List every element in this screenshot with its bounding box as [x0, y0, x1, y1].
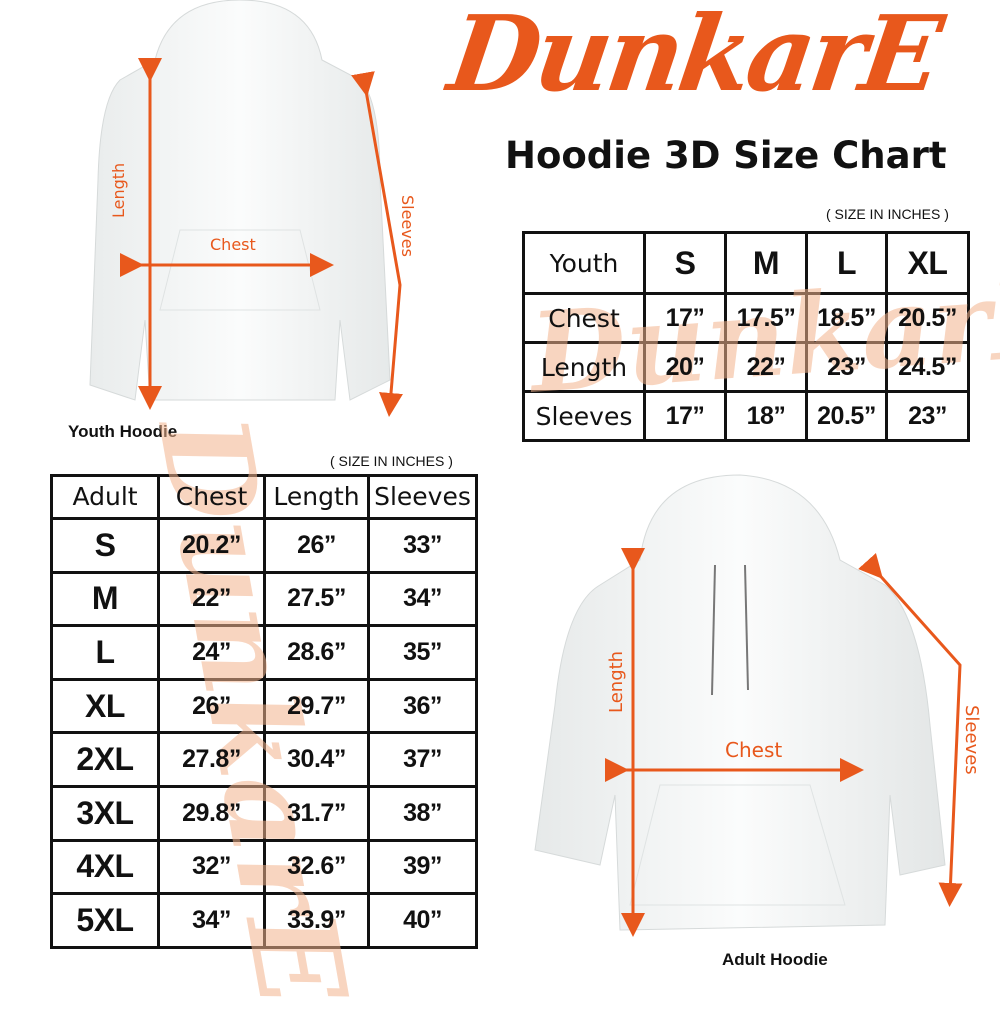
adult-units-note: ( SIZE IN INCHES ) [330, 453, 453, 469]
column-header: S [643, 230, 727, 296]
column-header: M [724, 230, 808, 296]
column-header: L [805, 230, 888, 296]
table-cell: 17” [643, 390, 727, 442]
row-label: 4XL [50, 838, 160, 896]
column-header: Length [263, 474, 370, 520]
youth-units-note: ( SIZE IN INCHES ) [826, 206, 949, 222]
table-cell: 26” [157, 677, 266, 735]
table-cell: 34” [157, 892, 266, 949]
table-cell: 32” [157, 838, 266, 896]
table-row: L 24” 28.6” 35” [50, 624, 478, 681]
table-cell: 32.6” [263, 838, 370, 896]
table-row: 5XL 34” 33.9” 40” [50, 892, 478, 949]
table-cell: 29.8” [157, 785, 266, 842]
adult-sleeves-arrow [858, 553, 963, 907]
table-row: Length 20” 22” 23” 24.5” [522, 341, 970, 394]
column-header: XL [885, 230, 970, 296]
adult-hoodie-image: Length Chest Sleeves [534, 474, 982, 937]
column-header: Sleeves [367, 474, 478, 520]
table-row: Sleeves 17” 18” 20.5” 23” [522, 390, 970, 442]
page-title: Hoodie 3D Size Chart [505, 134, 947, 177]
table-cell: 20.5” [885, 292, 970, 345]
column-header: Chest [157, 474, 266, 520]
column-header: Adult [50, 474, 160, 520]
adult-sleeves-label: Sleeves [961, 705, 982, 775]
youth-length-label: Length [109, 163, 128, 218]
row-label: L [50, 624, 160, 681]
row-label: S [50, 516, 160, 574]
table-cell: 24” [157, 624, 266, 681]
table-cell: 28.6” [263, 624, 370, 681]
table-cell: 22” [724, 341, 808, 394]
table-cell: 17.5” [724, 292, 808, 345]
table-cell: 35” [367, 624, 478, 681]
table-cell: 18.5” [805, 292, 888, 345]
table-row: XL 26” 29.7” 36” [50, 677, 478, 735]
row-label: 5XL [50, 892, 160, 949]
adult-chest-label: Chest [725, 738, 782, 762]
table-cell: 26” [263, 516, 370, 574]
row-label: 3XL [50, 785, 160, 842]
brand-logo: DunkarE [441, 0, 947, 115]
adult-size-table: Adult Chest Length Sleeves S 20.2” 26” 33” M 22” 2… [50, 474, 478, 949]
youth-sleeves-label: Sleeves [398, 195, 417, 257]
table-cell: 33.9” [263, 892, 370, 949]
table-cell: 20.5” [805, 390, 888, 442]
row-label: Chest [522, 292, 646, 345]
table-cell: 23” [885, 390, 970, 442]
youth-chest-label: Chest [210, 235, 256, 254]
table-row: S 20.2” 26” 33” [50, 516, 478, 574]
table-cell: 27.5” [263, 570, 370, 628]
youth-hoodie-image: Length Chest Sleeves [89, 0, 417, 417]
table-cell: 40” [367, 892, 478, 949]
column-header: Youth [522, 230, 646, 296]
table-row: M 22” 27.5” 34” [50, 570, 478, 628]
table-cell: 24.5” [885, 341, 970, 394]
table-cell: 33” [367, 516, 478, 574]
table-cell: 39” [367, 838, 478, 896]
table-cell: 37” [367, 731, 478, 789]
table-row: 4XL 32” 32.6” 39” [50, 838, 478, 896]
table-cell: 30.4” [263, 731, 370, 789]
youth-sleeves-arrow [351, 71, 403, 417]
table-cell: 20.2” [157, 516, 266, 574]
table-cell: 18” [724, 390, 808, 442]
table-cell: 23” [805, 341, 888, 394]
table-cell: 29.7” [263, 677, 370, 735]
table-cell: 27.8” [157, 731, 266, 789]
table-header-row: Adult Chest Length Sleeves [50, 474, 478, 520]
table-header-row: Youth S M L XL [522, 230, 970, 296]
table-row: Chest 17” 17.5” 18.5” 20.5” [522, 292, 970, 345]
table-cell: 20” [643, 341, 727, 394]
table-cell: 31.7” [263, 785, 370, 842]
table-row: 2XL 27.8” 30.4” 37” [50, 731, 478, 789]
table-row: 3XL 29.8” 31.7” 38” [50, 785, 478, 842]
table-cell: 38” [367, 785, 478, 842]
row-label: Length [522, 341, 646, 394]
row-label: XL [50, 677, 160, 735]
adult-length-label: Length [606, 651, 627, 713]
table-cell: 36” [367, 677, 478, 735]
youth-caption: Youth Hoodie [68, 422, 178, 441]
row-label: 2XL [50, 731, 160, 789]
table-cell: 34” [367, 570, 478, 628]
youth-size-table: Youth S M L XL Chest 17” 17.5” 18.5” 20.5” Length 2… [522, 230, 970, 442]
row-label: M [50, 570, 160, 628]
table-cell: 22” [157, 570, 266, 628]
row-label: Sleeves [522, 390, 646, 442]
table-cell: 17” [643, 292, 727, 345]
adult-caption: Adult Hoodie [722, 950, 828, 969]
